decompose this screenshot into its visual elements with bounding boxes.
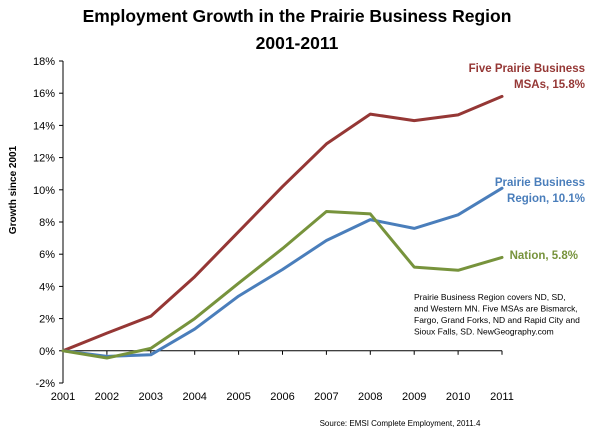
y-tick-label: 16% [33, 88, 55, 100]
y-tick-label: 14% [33, 120, 55, 132]
y-axis-label: Growth since 2001 [8, 145, 19, 234]
series-line-1 [61, 186, 504, 358]
y-tick-label: 18% [33, 56, 55, 68]
series-line-0 [61, 94, 504, 353]
series-lines [61, 94, 504, 360]
series-line-2 [61, 210, 504, 360]
series-labels: Five Prairie Business MSAs, 15.8% Prairie … [469, 63, 585, 262]
note-line: Prairie Business Region covers ND, SD, [414, 292, 566, 302]
axes: -2% 0% 2% 4% 6% 8% 10% 12% 14% 16% 18% 2001 2002 2003… [33, 56, 514, 403]
note-line: Fargo, Grand Forks, ND and Rapid City an… [414, 315, 580, 325]
series-label-1: Prairie Business [495, 177, 585, 189]
y-tick-label: 12% [33, 153, 55, 165]
chart-title: Employment Growth in the Prairie Busines… [83, 6, 512, 26]
x-tick-label: 2006 [270, 391, 294, 403]
x-tick-label: 2009 [402, 391, 426, 403]
chart-note: Prairie Business Region covers ND, SD, an… [414, 292, 580, 337]
x-tick-label: 2011 [490, 391, 514, 403]
y-tick-label: 2% [39, 314, 55, 326]
series-label-2: Nation, 5.8% [510, 250, 578, 262]
series-label-0: MSAs, 15.8% [514, 79, 585, 91]
source-note: Source: EMSI Complete Employment, 2011.4 [320, 419, 481, 428]
x-tick-label: 2005 [226, 391, 250, 403]
x-tick-label: 2004 [182, 391, 206, 403]
series-label-1: Region, 10.1% [507, 193, 585, 205]
x-tick-label: 2002 [95, 391, 119, 403]
x-tick-label: 2003 [139, 391, 163, 403]
x-tick-label: 2007 [314, 391, 338, 403]
y-tick-label: 4% [39, 281, 55, 293]
series-label-0: Five Prairie Business [469, 63, 585, 75]
note-line: and Western MN. Five MSAs are Bismarck, [414, 304, 578, 314]
y-tick-label: 8% [39, 217, 55, 229]
y-tick-label: 0% [39, 346, 55, 358]
x-tick-label: 2010 [446, 391, 470, 403]
note-line: Sioux Falls, SD. NewGeography.com [414, 327, 554, 337]
x-tick-label: 2001 [51, 391, 75, 403]
y-tick-label: 6% [39, 249, 55, 261]
x-tick-label: 2008 [358, 391, 382, 403]
y-tick-label: 10% [33, 185, 55, 197]
y-tick-label: -2% [35, 378, 55, 390]
chart-subtitle: 2001-2011 [256, 33, 339, 53]
